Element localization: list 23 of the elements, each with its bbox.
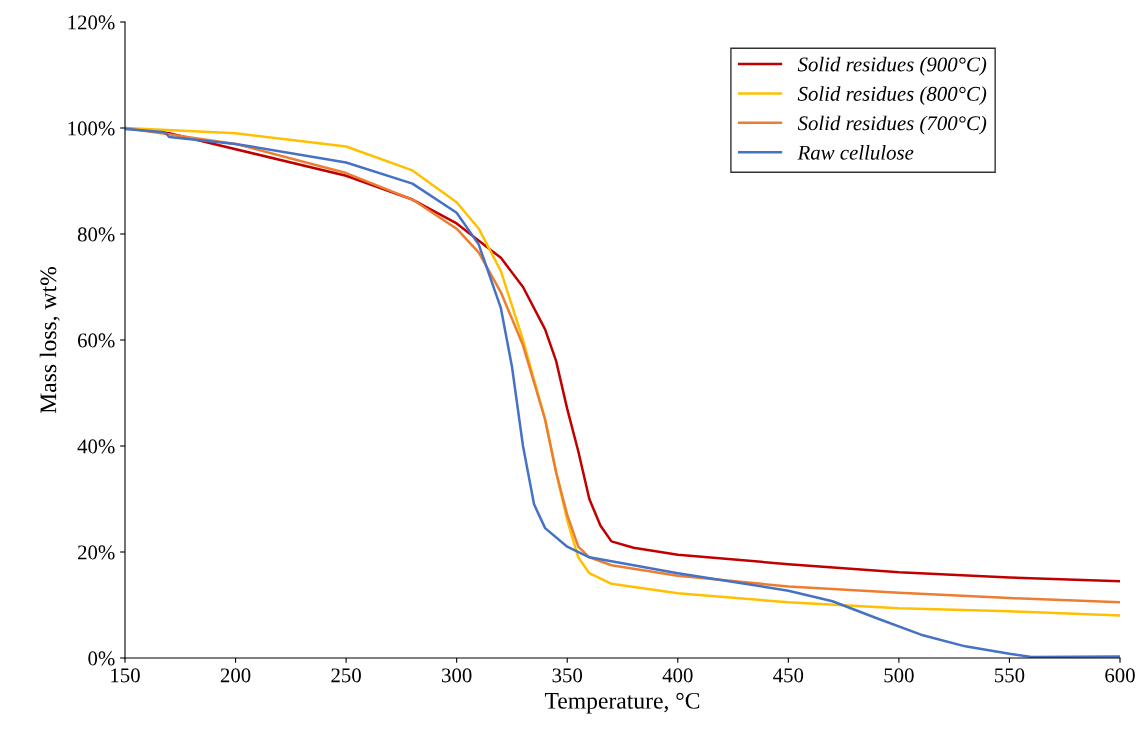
x-tick-label: 350 xyxy=(552,668,583,683)
x-tick-label: 250 xyxy=(331,668,361,683)
y-tick-label: 80% xyxy=(77,227,115,242)
x-tick-label: 150 xyxy=(111,668,140,683)
y-tick-label: 20% xyxy=(78,545,115,560)
y-tick-label: 120% xyxy=(68,15,115,30)
x-axis-title: Temperature, °C xyxy=(544,692,700,714)
legend-label: Solid residues (800°C) xyxy=(797,86,987,106)
x-tick-label: 450 xyxy=(773,668,804,683)
y-tick-label: 60% xyxy=(77,333,115,348)
x-tick-label: 300 xyxy=(442,668,472,683)
x-tick-label: 400 xyxy=(662,668,693,683)
y-tick-label: 0% xyxy=(88,651,115,666)
legend-label: Raw cellulose xyxy=(797,145,914,160)
y-axis-title: Mass loss, wt% xyxy=(39,267,60,414)
y-tick-label: 100% xyxy=(68,121,115,136)
legend-label: Solid residues (700°C) xyxy=(797,115,987,135)
x-tick-label: 550 xyxy=(995,668,1025,683)
y-tick-label: 40% xyxy=(77,439,115,454)
legend-label: Solid residues (900°C) xyxy=(797,56,987,76)
x-tick-label: 200 xyxy=(220,668,251,683)
x-tick-label: 500 xyxy=(884,668,914,683)
x-tick-label: 600 xyxy=(1105,668,1135,683)
